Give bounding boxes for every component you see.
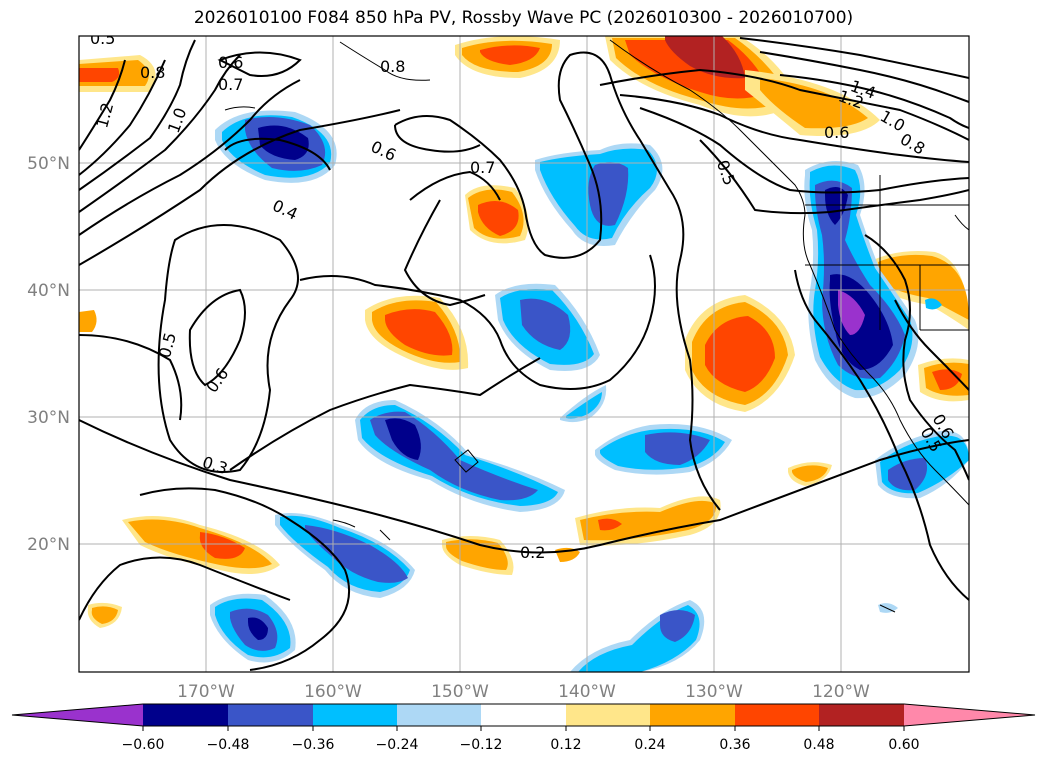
contour-label: 0.7 [218,75,243,94]
contour-label: 0.5 [90,29,115,48]
lon-label-150w: 150°W [431,682,489,702]
lon-label-170w: 170°W [177,682,235,702]
colorbar-segment [481,704,566,726]
lon-label-120w: 120°W [812,682,870,702]
colorbar-tick: −0.12 [460,737,503,753]
colorbar-segment [228,704,313,726]
longitude-labels: 170°W 160°W 150°W 140°W 130°W 120°W [177,682,870,702]
map-title: 2026010100 F084 850 hPa PV, Rossby Wave … [193,8,854,28]
colorbar-tick: −0.36 [292,737,335,753]
colorbar-segment [143,704,228,726]
lon-label-160w: 160°W [304,682,362,702]
colorbar-tick: 0.48 [803,737,834,753]
colorbar-tick: −0.48 [207,737,250,753]
colorbar-extend-min [12,704,143,726]
colorbar-tick: −0.60 [122,737,165,753]
contour-label: 0.2 [520,543,545,562]
colorbar-segment [397,704,481,726]
colorbar-segment [819,704,904,726]
lon-label-130w: 130°W [685,682,743,702]
pv-contours [79,37,969,671]
lat-label-30n: 30°N [27,408,70,428]
colorbar-tick: 0.60 [888,737,919,753]
lon-label-140w: 140°W [558,682,616,702]
map-frame [78,35,970,673]
colorbar-tick: 0.24 [634,737,665,753]
contour-label: 0.8 [140,63,165,82]
contour-label: 0.6 [824,123,849,142]
lat-label-40n: 40°N [27,281,70,301]
colorbar-segment [650,704,735,726]
contour-label: 0.6 [218,53,243,72]
lat-label-20n: 20°N [27,535,70,555]
contour-label: 0.8 [380,57,405,76]
latitude-labels: 50°N 40°N 30°N 20°N [27,154,70,555]
negative-anomaly-regions [210,110,969,672]
colorbar-segment [566,704,650,726]
pv-anomaly-fields: 0.5 0.6 0.8 0.7 0.8 1.2 1.0 0.6 0.4 0.7 … [79,29,969,672]
colorbar-tick: 0.12 [550,737,581,753]
colorbar-tick: 0.36 [719,737,750,753]
lat-label-50n: 50°N [27,154,70,174]
colorbar-segment [313,704,397,726]
colorbar-extend-max [904,704,1035,726]
colorbar-tick: −0.24 [376,737,419,753]
colorbar: −0.60 −0.48 −0.36 −0.24 −0.12 0.12 0.24 … [11,703,1036,753]
contour-label: 0.7 [470,158,495,177]
colorbar-segment [735,704,819,726]
